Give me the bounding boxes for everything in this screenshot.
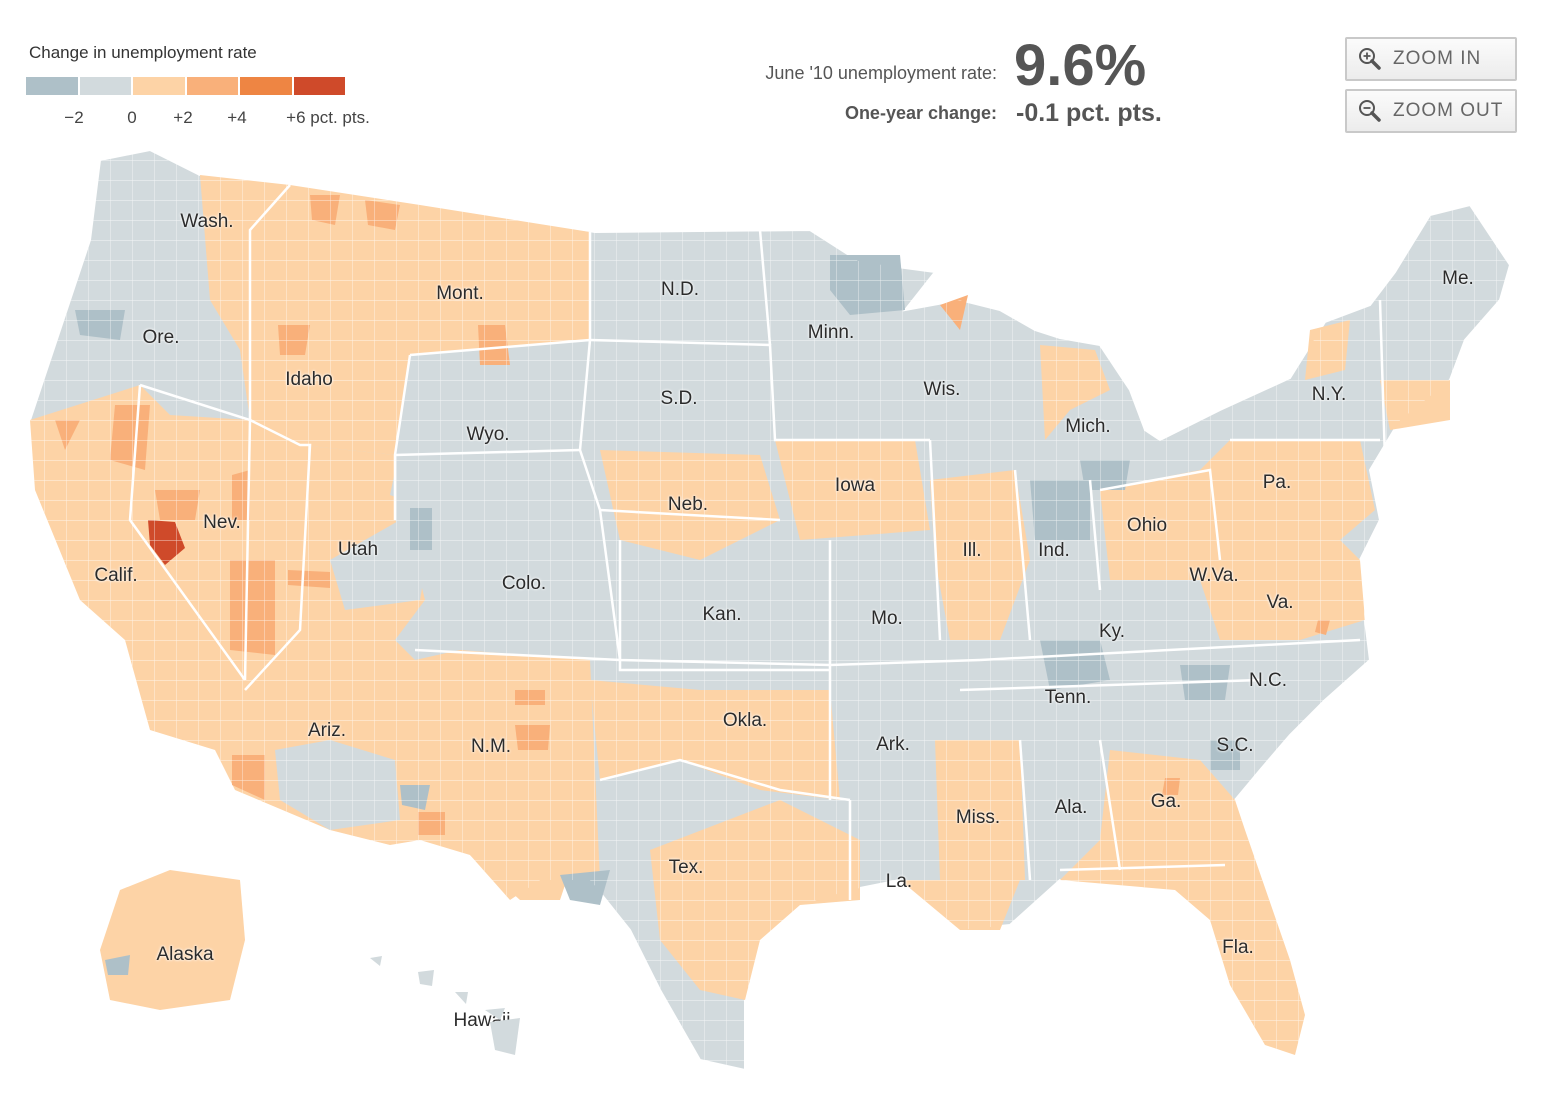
zoom-out-label: ZOOM OUT: [1393, 100, 1504, 121]
region-alaska-increase: [100, 870, 245, 1010]
legend-tick-plus4: +4: [227, 108, 247, 127]
legend-tick-0: 0: [127, 108, 137, 127]
legend-swatch-4: [186, 77, 238, 95]
legend-tick-minus2: −2: [64, 108, 84, 127]
legend-swatch-2: [79, 77, 131, 95]
rate-value: 9.6%: [1014, 33, 1147, 98]
legend-swatch-3: [133, 77, 185, 95]
change-value: -0.1 pct. pts.: [1016, 99, 1162, 127]
zoom-in-magnifier-icon: [1359, 48, 1381, 70]
legend-swatch-6: [293, 77, 345, 95]
change-label: One-year change:: [844, 103, 997, 123]
legend-tick-plus2: +2: [173, 108, 193, 127]
state-borders: [128, 184, 1387, 900]
legend: Change in unemployment rate −2 0 +2 +4 +…: [26, 40, 406, 140]
legend-swatch-5: [240, 77, 292, 95]
legend-swatch-1: [26, 77, 78, 95]
zoom-in-label: ZOOM IN: [1393, 48, 1482, 69]
zoom-out-button[interactable]: ZOOM OUT: [1345, 89, 1517, 133]
legend-tick-plus6: +6 pct. pts.: [286, 108, 370, 127]
zoom-out-magnifier-icon: [1359, 100, 1381, 122]
zoom-in-button[interactable]: ZOOM IN: [1345, 37, 1517, 81]
legend-color-scale: [26, 77, 345, 95]
rate-label: June '10 unemployment rate:: [765, 63, 997, 83]
patch-alaska-blue: [105, 955, 130, 975]
legend-title: Change in unemployment rate: [29, 43, 257, 62]
